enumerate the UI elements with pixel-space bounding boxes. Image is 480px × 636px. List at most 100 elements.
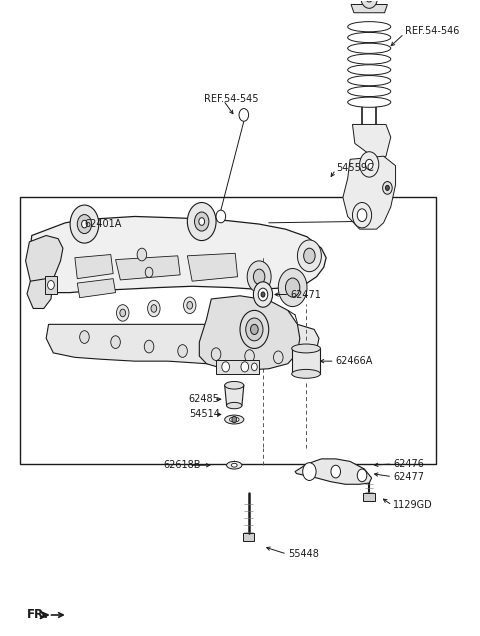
Circle shape [246,318,263,341]
Polygon shape [40,611,48,619]
Text: REF.54-546: REF.54-546 [405,25,459,36]
Circle shape [82,220,87,228]
Text: 1129GD: 1129GD [393,500,433,510]
Circle shape [199,218,204,225]
Circle shape [385,185,389,190]
Circle shape [303,463,316,480]
Polygon shape [27,279,52,308]
Polygon shape [46,324,319,364]
Ellipse shape [348,32,391,43]
Circle shape [357,209,367,221]
Ellipse shape [348,65,391,75]
Polygon shape [75,254,113,279]
Circle shape [178,345,187,357]
Circle shape [286,278,300,297]
Text: FR.: FR. [27,609,49,621]
Ellipse shape [227,462,242,469]
Text: 62477: 62477 [393,472,424,481]
Ellipse shape [229,417,239,422]
Circle shape [145,267,153,277]
Ellipse shape [225,415,244,424]
Polygon shape [29,216,326,293]
Polygon shape [199,296,300,370]
Circle shape [77,214,92,233]
Ellipse shape [227,403,242,409]
Ellipse shape [292,344,321,353]
Text: 62401A: 62401A [84,219,122,229]
Text: 54559C: 54559C [336,163,373,172]
Circle shape [211,348,221,361]
Polygon shape [77,279,116,298]
Circle shape [111,336,120,349]
Circle shape [187,301,192,309]
Circle shape [48,280,54,289]
Ellipse shape [225,382,244,389]
Ellipse shape [348,76,391,86]
Ellipse shape [348,43,391,53]
Ellipse shape [348,54,391,64]
Circle shape [232,417,237,423]
Circle shape [194,212,209,231]
Circle shape [144,340,154,353]
Text: 62466A: 62466A [336,356,373,366]
Circle shape [240,310,269,349]
Polygon shape [351,4,387,13]
Circle shape [261,292,265,297]
Ellipse shape [348,86,391,97]
Ellipse shape [292,370,321,378]
Polygon shape [292,349,321,374]
Ellipse shape [348,22,391,32]
Text: 62471: 62471 [290,289,321,300]
Circle shape [222,362,229,372]
Circle shape [360,152,379,177]
Circle shape [251,324,258,335]
Circle shape [365,0,373,2]
Circle shape [183,297,196,314]
Bar [243,533,254,541]
Text: 62485: 62485 [189,394,220,404]
Circle shape [252,363,257,371]
Polygon shape [187,253,238,281]
Circle shape [357,469,367,481]
Text: 62618B: 62618B [163,460,201,470]
Circle shape [148,300,160,317]
Circle shape [274,351,283,364]
Circle shape [352,202,372,228]
Polygon shape [295,459,372,484]
Polygon shape [116,256,180,280]
Text: 55448: 55448 [288,549,319,559]
Bar [45,276,57,294]
Circle shape [239,109,249,121]
Circle shape [383,181,392,194]
Circle shape [117,305,129,321]
Polygon shape [25,235,63,287]
Polygon shape [352,125,391,160]
Circle shape [258,288,268,301]
Circle shape [253,282,273,307]
Circle shape [331,465,340,478]
Polygon shape [225,385,244,406]
Circle shape [151,305,157,312]
Text: REF.54-545: REF.54-545 [204,94,259,104]
Polygon shape [343,156,396,229]
Circle shape [365,160,373,170]
Circle shape [80,331,89,343]
Circle shape [298,240,322,272]
Text: 62476: 62476 [393,459,424,469]
Circle shape [360,0,378,8]
Circle shape [245,350,254,363]
Bar [20,197,436,464]
Circle shape [216,210,226,223]
Ellipse shape [231,463,237,467]
Text: 54514: 54514 [189,410,220,420]
Circle shape [70,205,99,243]
Circle shape [241,362,249,372]
Ellipse shape [348,97,391,107]
Circle shape [187,202,216,240]
Circle shape [120,309,126,317]
Bar [363,493,375,501]
Circle shape [304,248,315,263]
Bar [216,360,259,374]
Circle shape [253,269,265,284]
Circle shape [247,261,271,293]
